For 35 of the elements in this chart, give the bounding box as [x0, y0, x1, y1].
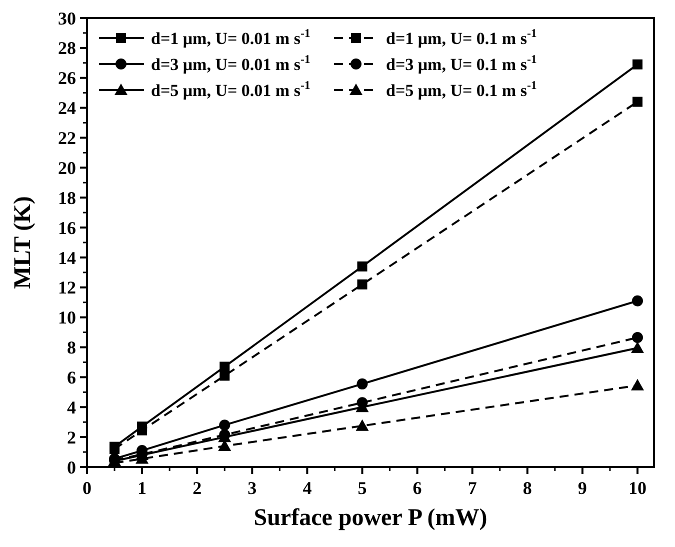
legend-label: d=1 μm, U= 0.01 m s$^{-1}$	[151, 26, 310, 48]
y-tick-label: 4	[67, 397, 76, 418]
legend-label: d=3 μm, U= 0.01 m s$^{-1}$	[151, 52, 310, 74]
y-tick-label: 16	[58, 218, 76, 238]
y-tick-label: 30	[58, 8, 76, 28]
x-tick-label: 6	[412, 478, 422, 498]
x-tick-label: 4	[302, 478, 312, 498]
x-tick-label: 2	[192, 478, 202, 498]
legend-label: d=5 μm, U= 0.1 m s$^{-1}$	[386, 78, 537, 100]
x-tick-label: 3	[248, 478, 257, 498]
y-tick-label: 12	[58, 278, 76, 298]
y-tick-label: 14	[58, 248, 76, 268]
y-tick-label: 2	[67, 427, 76, 448]
y-tick-label: 20	[58, 158, 76, 178]
y-tick-label: 18	[58, 188, 76, 208]
x-axis-title: Surface power P (mW)	[254, 505, 488, 531]
x-tick-label: 1	[138, 478, 147, 498]
legend-label: d=5 μm, U= 0.01 m s$^{-1}$	[151, 78, 310, 100]
legend-label: d=1 μm, U= 0.1 m s$^{-1}$	[386, 26, 537, 48]
x-tick-label: 8	[522, 478, 532, 498]
y-tick-label: 28	[58, 38, 76, 58]
y-tick-label: 26	[58, 68, 76, 88]
legend-label: d=3 μm, U= 0.1 m s$^{-1}$	[386, 52, 537, 74]
x-tick-label: 10	[628, 478, 646, 498]
x-tick-label: 5	[358, 478, 367, 498]
y-tick-label: 10	[58, 308, 76, 328]
x-tick-label: 9	[578, 478, 587, 498]
y-tick-label: 6	[67, 368, 76, 388]
y-tick-label: 8	[67, 338, 76, 358]
y-tick-label: 0	[67, 457, 76, 478]
y-axis-title: MLT (K)	[10, 196, 36, 289]
x-tick-label: 7	[468, 478, 477, 498]
x-tick-label: 0	[82, 478, 92, 498]
y-tick-label: 24	[58, 98, 76, 118]
y-tick-label: 22	[58, 128, 76, 148]
